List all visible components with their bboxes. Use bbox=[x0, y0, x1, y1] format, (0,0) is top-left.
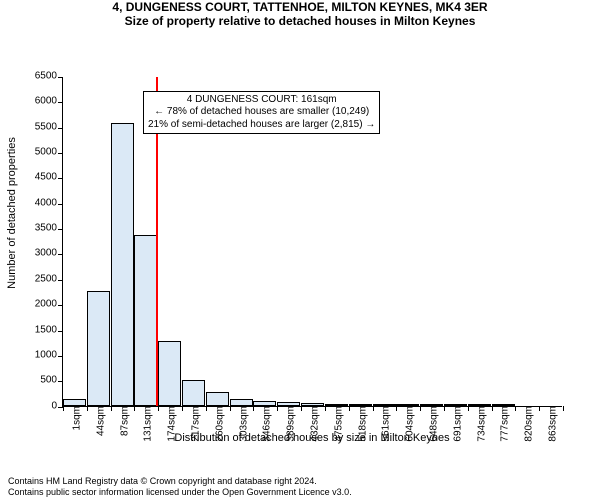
y-tick-label: 4500 bbox=[35, 172, 63, 183]
histogram-bar bbox=[158, 341, 181, 406]
y-tick-label: 1500 bbox=[35, 324, 63, 335]
histogram-bar bbox=[373, 404, 396, 406]
histogram-bar bbox=[253, 401, 276, 406]
x-axis-label: Distribution of detached houses by size … bbox=[62, 432, 562, 444]
y-tick-label: 5500 bbox=[35, 121, 63, 132]
annotation-line: 21% of semi-detached houses are larger (… bbox=[148, 119, 375, 132]
y-tick-label: 4000 bbox=[35, 197, 63, 208]
y-tick-label: 1000 bbox=[35, 350, 63, 361]
x-tick-label: 1sqm bbox=[67, 406, 82, 430]
y-tick-label: 6500 bbox=[35, 70, 63, 81]
y-tick-label: 3000 bbox=[35, 248, 63, 259]
y-tick-label: 2000 bbox=[35, 299, 63, 310]
histogram-bar bbox=[111, 123, 134, 406]
histogram-bar bbox=[277, 402, 300, 406]
histogram-bar bbox=[206, 392, 229, 406]
y-tick-label: 2500 bbox=[35, 273, 63, 284]
y-tick-label: 500 bbox=[40, 375, 63, 386]
histogram-bar bbox=[444, 404, 467, 406]
footer-line2: Contains public sector information licen… bbox=[8, 487, 592, 498]
y-axis-label: Number of detached properties bbox=[6, 137, 18, 289]
histogram-bar bbox=[230, 399, 253, 406]
footer-line1: Contains HM Land Registry data © Crown c… bbox=[8, 476, 592, 487]
title-line1: 4, DUNGENESS COURT, TATTENHOE, MILTON KE… bbox=[0, 0, 600, 14]
histogram-bar bbox=[87, 291, 110, 406]
title-line2: Size of property relative to detached ho… bbox=[0, 14, 600, 28]
y-tick-label: 6000 bbox=[35, 96, 63, 107]
histogram-bar bbox=[492, 404, 515, 406]
annotation-line: ← 78% of detached houses are smaller (10… bbox=[148, 106, 375, 119]
annotation-box: 4 DUNGENESS COURT: 161sqm← 78% of detach… bbox=[143, 91, 380, 135]
histogram-bar bbox=[349, 404, 372, 406]
histogram-bar bbox=[468, 404, 491, 406]
plot-area: 0500100015002000250030003500400045005000… bbox=[62, 77, 562, 407]
footer-text: Contains HM Land Registry data © Crown c… bbox=[8, 476, 592, 498]
chart-title: 4, DUNGENESS COURT, TATTENHOE, MILTON KE… bbox=[0, 0, 600, 29]
histogram-bar bbox=[325, 404, 348, 406]
histogram-bar bbox=[182, 380, 205, 405]
annotation-line: 4 DUNGENESS COURT: 161sqm bbox=[148, 94, 375, 107]
histogram-bar bbox=[420, 404, 443, 406]
y-tick-label: 0 bbox=[51, 400, 63, 411]
histogram-bar bbox=[134, 235, 157, 406]
histogram-bar bbox=[63, 399, 86, 406]
y-tick-label: 3500 bbox=[35, 223, 63, 234]
y-tick-label: 5000 bbox=[35, 146, 63, 157]
histogram-bar bbox=[396, 404, 419, 406]
histogram-bar bbox=[301, 403, 324, 406]
